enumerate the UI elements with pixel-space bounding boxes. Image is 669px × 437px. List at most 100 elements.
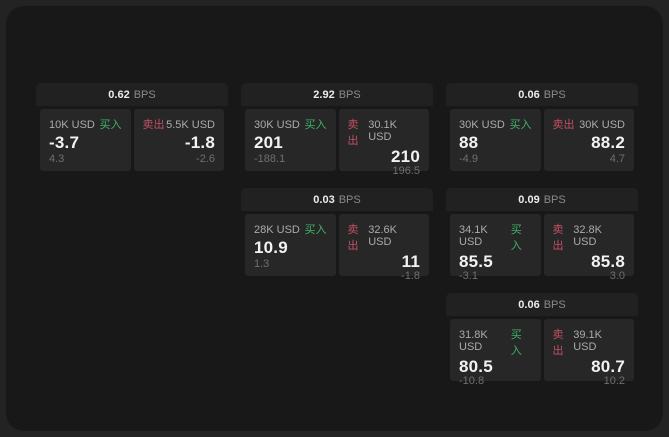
buy-notional: 10K USD [49, 119, 95, 131]
sell-notional: 5.5K USD [166, 119, 215, 131]
sell-side-label: 卖出 [347, 224, 359, 252]
sell-panel[interactable]: 卖出 32.8K USD 85.8 3.0 [543, 214, 634, 282]
bps-unit-label: BPS [543, 299, 566, 311]
buy-notional: 30K USD [254, 119, 300, 131]
sell-panel-header: 卖出 5.5K USD [143, 116, 216, 132]
quote-card: 0.09 BPS 34.1K USD 买入 85.5 -3.1 卖出 32.8K … [446, 188, 638, 282]
buy-panel-header: 10K USD 买入 [49, 116, 122, 132]
sell-side-label: 卖出 [552, 119, 575, 131]
buy-panel-header: 30K USD 买入 [254, 116, 327, 132]
bps-value: 0.06 [518, 89, 540, 101]
sell-price: -1.8 [184, 133, 215, 152]
quote-panels: 34.1K USD 买入 85.5 -3.1 卖出 32.8K USD 85.8… [450, 214, 634, 282]
sell-delta: 196.5 [392, 165, 420, 177]
sell-panel[interactable]: 卖出 30.1K USD 210 196.5 [338, 109, 429, 177]
sell-delta: 4.7 [609, 153, 625, 165]
sell-notional: 30K USD [579, 119, 625, 131]
sell-delta: 10.2 [603, 375, 625, 387]
sell-side-label: 卖出 [142, 119, 165, 131]
buy-price: 88 [459, 133, 479, 152]
sell-price: 11 [401, 252, 420, 271]
bps-unit-label: BPS [133, 89, 156, 101]
buy-price: 10.9 [254, 238, 288, 257]
buy-panel-header: 28K USD 买入 [254, 221, 327, 237]
bps-unit-label: BPS [338, 194, 361, 206]
buy-panel[interactable]: 30K USD 买入 201 -188.1 [245, 109, 336, 171]
sell-panel[interactable]: 卖出 30K USD 88.2 4.7 [543, 109, 634, 171]
sell-panel-header: 卖出 32.8K USD [553, 221, 626, 253]
sell-panel-header: 卖出 30.1K USD [348, 116, 421, 148]
buy-price: 80.5 [459, 357, 493, 376]
buy-panel-header: 30K USD 买入 [459, 116, 532, 132]
buy-delta: -10.8 [459, 375, 485, 387]
sell-side-label: 卖出 [552, 224, 564, 252]
buy-notional: 30K USD [459, 119, 505, 131]
buy-delta: 1.3 [254, 258, 270, 270]
bps-value: 0.06 [518, 299, 540, 311]
sell-notional: 39.1K USD [573, 329, 602, 353]
buy-panel[interactable]: 28K USD 买入 10.9 1.3 [245, 214, 336, 276]
buy-delta: -4.9 [459, 153, 478, 165]
card-header: 0.06 BPS [446, 293, 638, 316]
sell-panel-header: 卖出 30K USD [553, 116, 626, 132]
bps-value: 0.03 [313, 194, 335, 206]
buy-side-label: 买入 [304, 224, 327, 236]
quote-card: 2.92 BPS 30K USD 买入 201 -188.1 卖出 30.1K U… [241, 83, 433, 177]
cards-grid: 0.62 BPS 10K USD 买入 -3.7 4.3 卖出 5.5K USD … [36, 83, 638, 387]
card-header: 2.92 BPS [241, 83, 433, 106]
buy-delta: 4.3 [49, 153, 65, 165]
sell-side-label: 卖出 [347, 119, 359, 147]
buy-panel[interactable]: 34.1K USD 买入 85.5 -3.1 [450, 214, 541, 282]
quote-panels: 28K USD 买入 10.9 1.3 卖出 32.6K USD 11 -1.8 [245, 214, 429, 282]
buy-panel[interactable]: 31.8K USD 买入 80.5 -10.8 [450, 319, 541, 387]
bps-value: 0.62 [108, 89, 130, 101]
quote-card: 0.03 BPS 28K USD 买入 10.9 1.3 卖出 32.6K USD… [241, 188, 433, 282]
buy-side-label: 买入 [304, 119, 327, 131]
quote-card: 0.62 BPS 10K USD 买入 -3.7 4.3 卖出 5.5K USD … [36, 83, 228, 173]
buy-side-label: 买入 [510, 329, 522, 357]
sell-panel[interactable]: 卖出 32.6K USD 11 -1.8 [338, 214, 429, 282]
sell-price: 80.7 [591, 357, 625, 376]
buy-panel-header: 34.1K USD 买入 [459, 221, 532, 253]
quote-panels: 30K USD 买入 88 -4.9 卖出 30K USD 88.2 4.7 [450, 109, 634, 171]
bps-unit-label: BPS [543, 89, 566, 101]
sell-delta: 3.0 [609, 270, 625, 282]
buy-panel[interactable]: 30K USD 买入 88 -4.9 [450, 109, 541, 171]
sell-price: 210 [391, 147, 420, 166]
quote-panels: 31.8K USD 买入 80.5 -10.8 卖出 39.1K USD 80.… [450, 319, 634, 387]
sell-panel-header: 卖出 32.6K USD [348, 221, 421, 253]
buy-price: 85.5 [459, 252, 493, 271]
buy-notional: 34.1K USD [459, 224, 488, 248]
quote-panels: 10K USD 买入 -3.7 4.3 卖出 5.5K USD -1.8 -2.… [40, 109, 224, 171]
buy-notional: 31.8K USD [459, 329, 488, 353]
card-header: 0.03 BPS [241, 188, 433, 211]
sell-delta: -1.8 [401, 270, 420, 282]
bps-unit-label: BPS [543, 194, 566, 206]
sell-panel-header: 卖出 39.1K USD [553, 326, 626, 358]
buy-side-label: 买入 [509, 119, 532, 131]
card-header: 0.09 BPS [446, 188, 638, 211]
buy-price: -3.7 [49, 133, 80, 152]
sell-panel[interactable]: 卖出 5.5K USD -1.8 -2.6 [133, 109, 224, 171]
quote-card: 0.06 BPS 30K USD 买入 88 -4.9 卖出 30K USD 88… [446, 83, 638, 173]
sell-notional: 30.1K USD [368, 119, 397, 143]
bps-value: 0.09 [518, 194, 540, 206]
card-header: 0.62 BPS [36, 83, 228, 106]
buy-delta: -188.1 [254, 153, 286, 165]
card-header: 0.06 BPS [446, 83, 638, 106]
bps-value: 2.92 [313, 89, 335, 101]
buy-panel-header: 31.8K USD 买入 [459, 326, 532, 358]
buy-side-label: 买入 [99, 119, 122, 131]
sell-panel[interactable]: 卖出 39.1K USD 80.7 10.2 [543, 319, 634, 387]
buy-price: 201 [254, 133, 283, 152]
buy-notional: 28K USD [254, 224, 300, 236]
buy-panel[interactable]: 10K USD 买入 -3.7 4.3 [40, 109, 131, 171]
quote-panels: 30K USD 买入 201 -188.1 卖出 30.1K USD 210 1… [245, 109, 429, 177]
buy-delta: -3.1 [459, 270, 478, 282]
sell-notional: 32.6K USD [368, 224, 397, 248]
sell-price: 85.8 [591, 252, 625, 271]
sell-side-label: 卖出 [552, 329, 564, 357]
bps-unit-label: BPS [338, 89, 361, 101]
quote-card: 0.06 BPS 31.8K USD 买入 80.5 -10.8 卖出 39.1K… [446, 293, 638, 387]
